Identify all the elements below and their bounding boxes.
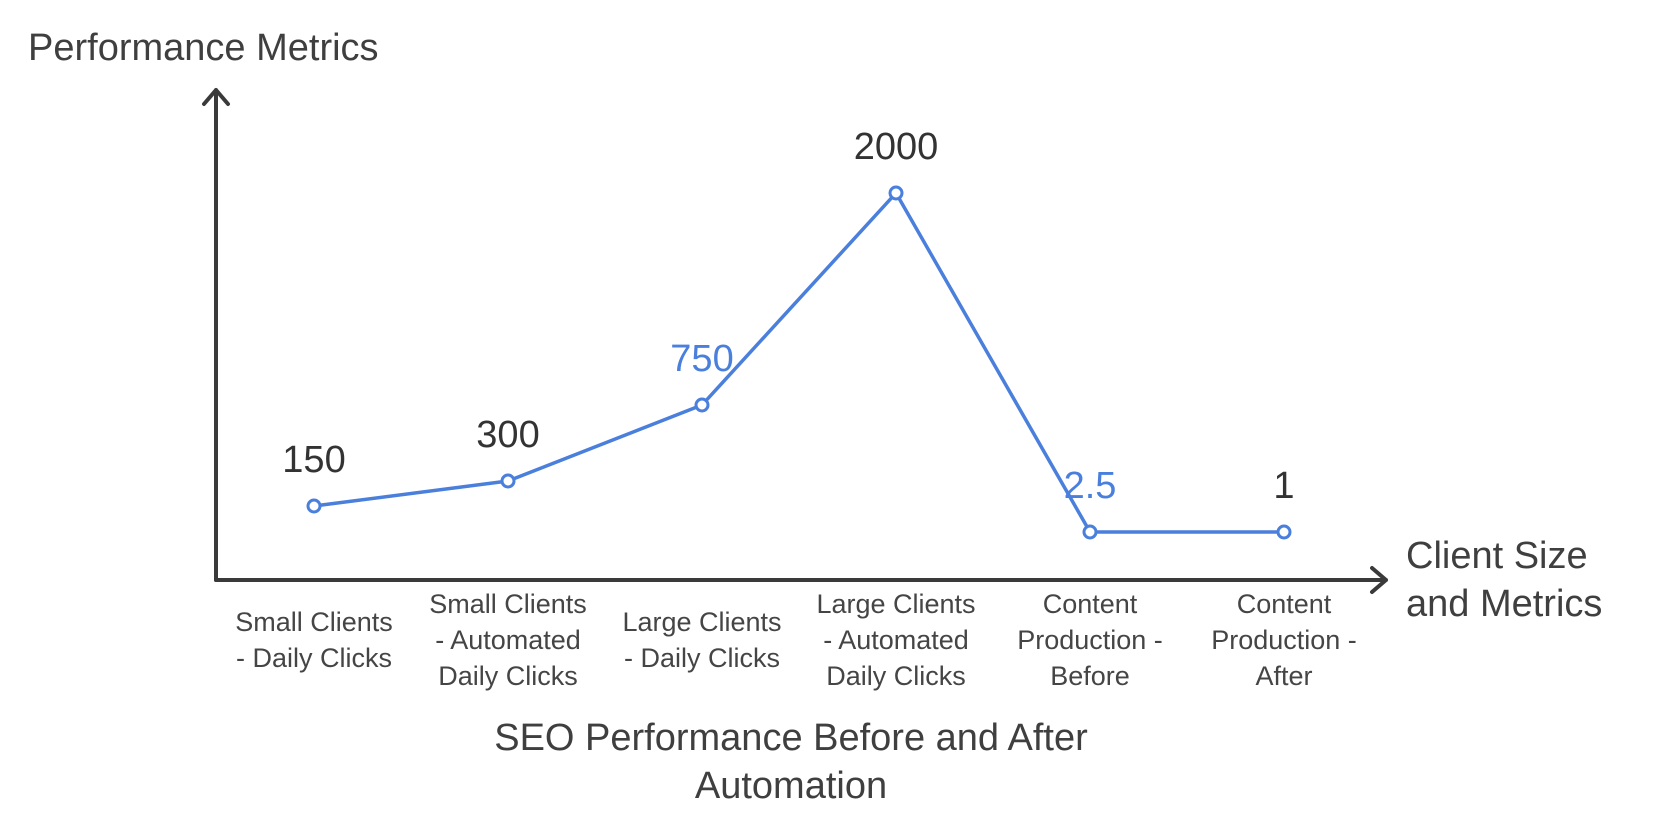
x-tick-label: Large Clients - Automated Daily Clicks (816, 589, 975, 691)
x-tick-label: Small Clients - Automated Daily Clicks (429, 589, 587, 691)
data-label: 2.5 (1064, 465, 1117, 507)
data-point (694, 397, 710, 413)
x-tick-label: Large Clients - Daily Clicks (622, 607, 781, 673)
series-line (313, 191, 1284, 534)
data-point (306, 498, 322, 514)
data-label: 300 (476, 414, 539, 456)
chart-title: SEO Performance Before and After Automati… (494, 717, 1088, 807)
data-point (500, 473, 516, 489)
y-axis-line (202, 88, 230, 582)
data-label: 150 (282, 439, 345, 481)
data-points (306, 185, 1292, 540)
x-axis-line (214, 566, 1388, 594)
data-labels: 150 300 750 2000 2.5 1 (282, 126, 1294, 507)
y-axis-title: Performance Metrics (28, 27, 379, 69)
data-point (1082, 524, 1098, 540)
data-point (1276, 524, 1292, 540)
x-tick-labels: Small Clients - Daily Clicks Small Clients… (235, 589, 1357, 691)
x-tick-label: Content Production -Before (1017, 589, 1163, 691)
x-tick-label: Content Production -After (1211, 589, 1357, 691)
data-label: 750 (670, 338, 733, 380)
x-axis-title: Client Size and Metrics (1406, 535, 1602, 625)
data-label: 1 (1273, 465, 1294, 507)
x-tick-label: Small Clients - Daily Clicks (235, 607, 393, 673)
data-point (888, 185, 904, 201)
data-label: 2000 (854, 126, 939, 168)
